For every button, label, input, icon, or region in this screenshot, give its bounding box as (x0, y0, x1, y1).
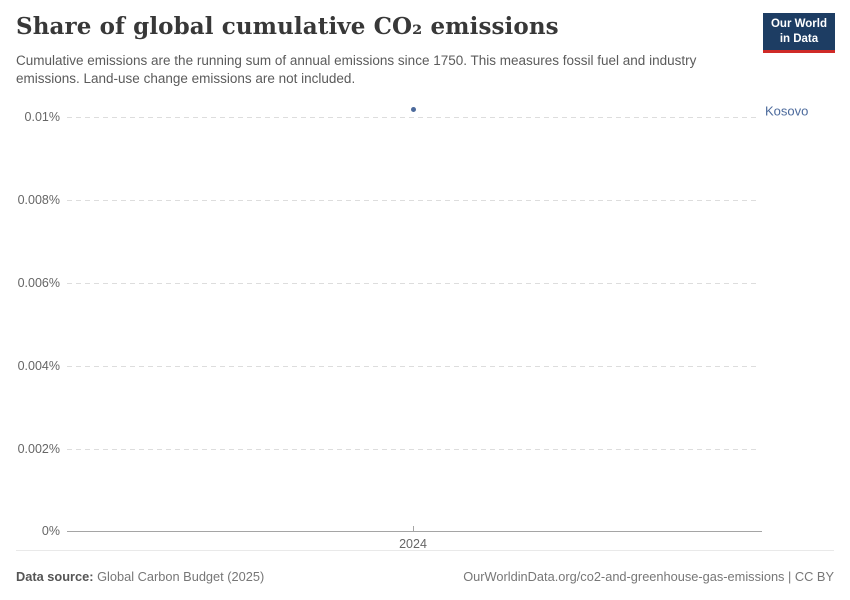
chart-title: Share of global cumulative CO₂ emissions (16, 13, 559, 40)
chart-subtitle: Cumulative emissions are the running sum… (16, 53, 697, 87)
y-tick-label: 0.004% (17, 359, 60, 373)
y-tick-label: 0.01% (24, 110, 60, 124)
data-point-kosovo-2024[interactable] (411, 107, 416, 112)
footer-attribution[interactable]: OurWorldinData.org/co2-and-greenhouse-ga… (463, 569, 834, 584)
x-tick-mark (413, 526, 414, 531)
entity-label-kosovo[interactable]: Kosovo (765, 103, 809, 119)
gridline (67, 366, 758, 367)
gridline (67, 200, 758, 201)
x-tick-label: 2024 (399, 537, 427, 551)
datasource-value[interactable]: Global Carbon Budget (2025) (97, 569, 265, 584)
gridline (67, 449, 758, 450)
owid-logo-line1: Our World (770, 18, 827, 30)
y-tick-label: 0.008% (17, 193, 60, 207)
footer-divider (16, 550, 834, 551)
y-tick-label: 0.006% (17, 276, 60, 290)
gridline (67, 283, 758, 284)
owid-logo-line2: in Data (779, 32, 819, 45)
footer-datasource: Data source: Global Carbon Budget (2025) (16, 569, 264, 584)
gridline (67, 117, 758, 118)
owid-logo[interactable]: Our World in Data (762, 13, 835, 53)
x-axis-line (67, 531, 762, 532)
y-tick-label: 0% (41, 524, 60, 538)
datasource-label: Data source: (16, 569, 94, 584)
y-tick-label: 0.002% (17, 442, 60, 456)
